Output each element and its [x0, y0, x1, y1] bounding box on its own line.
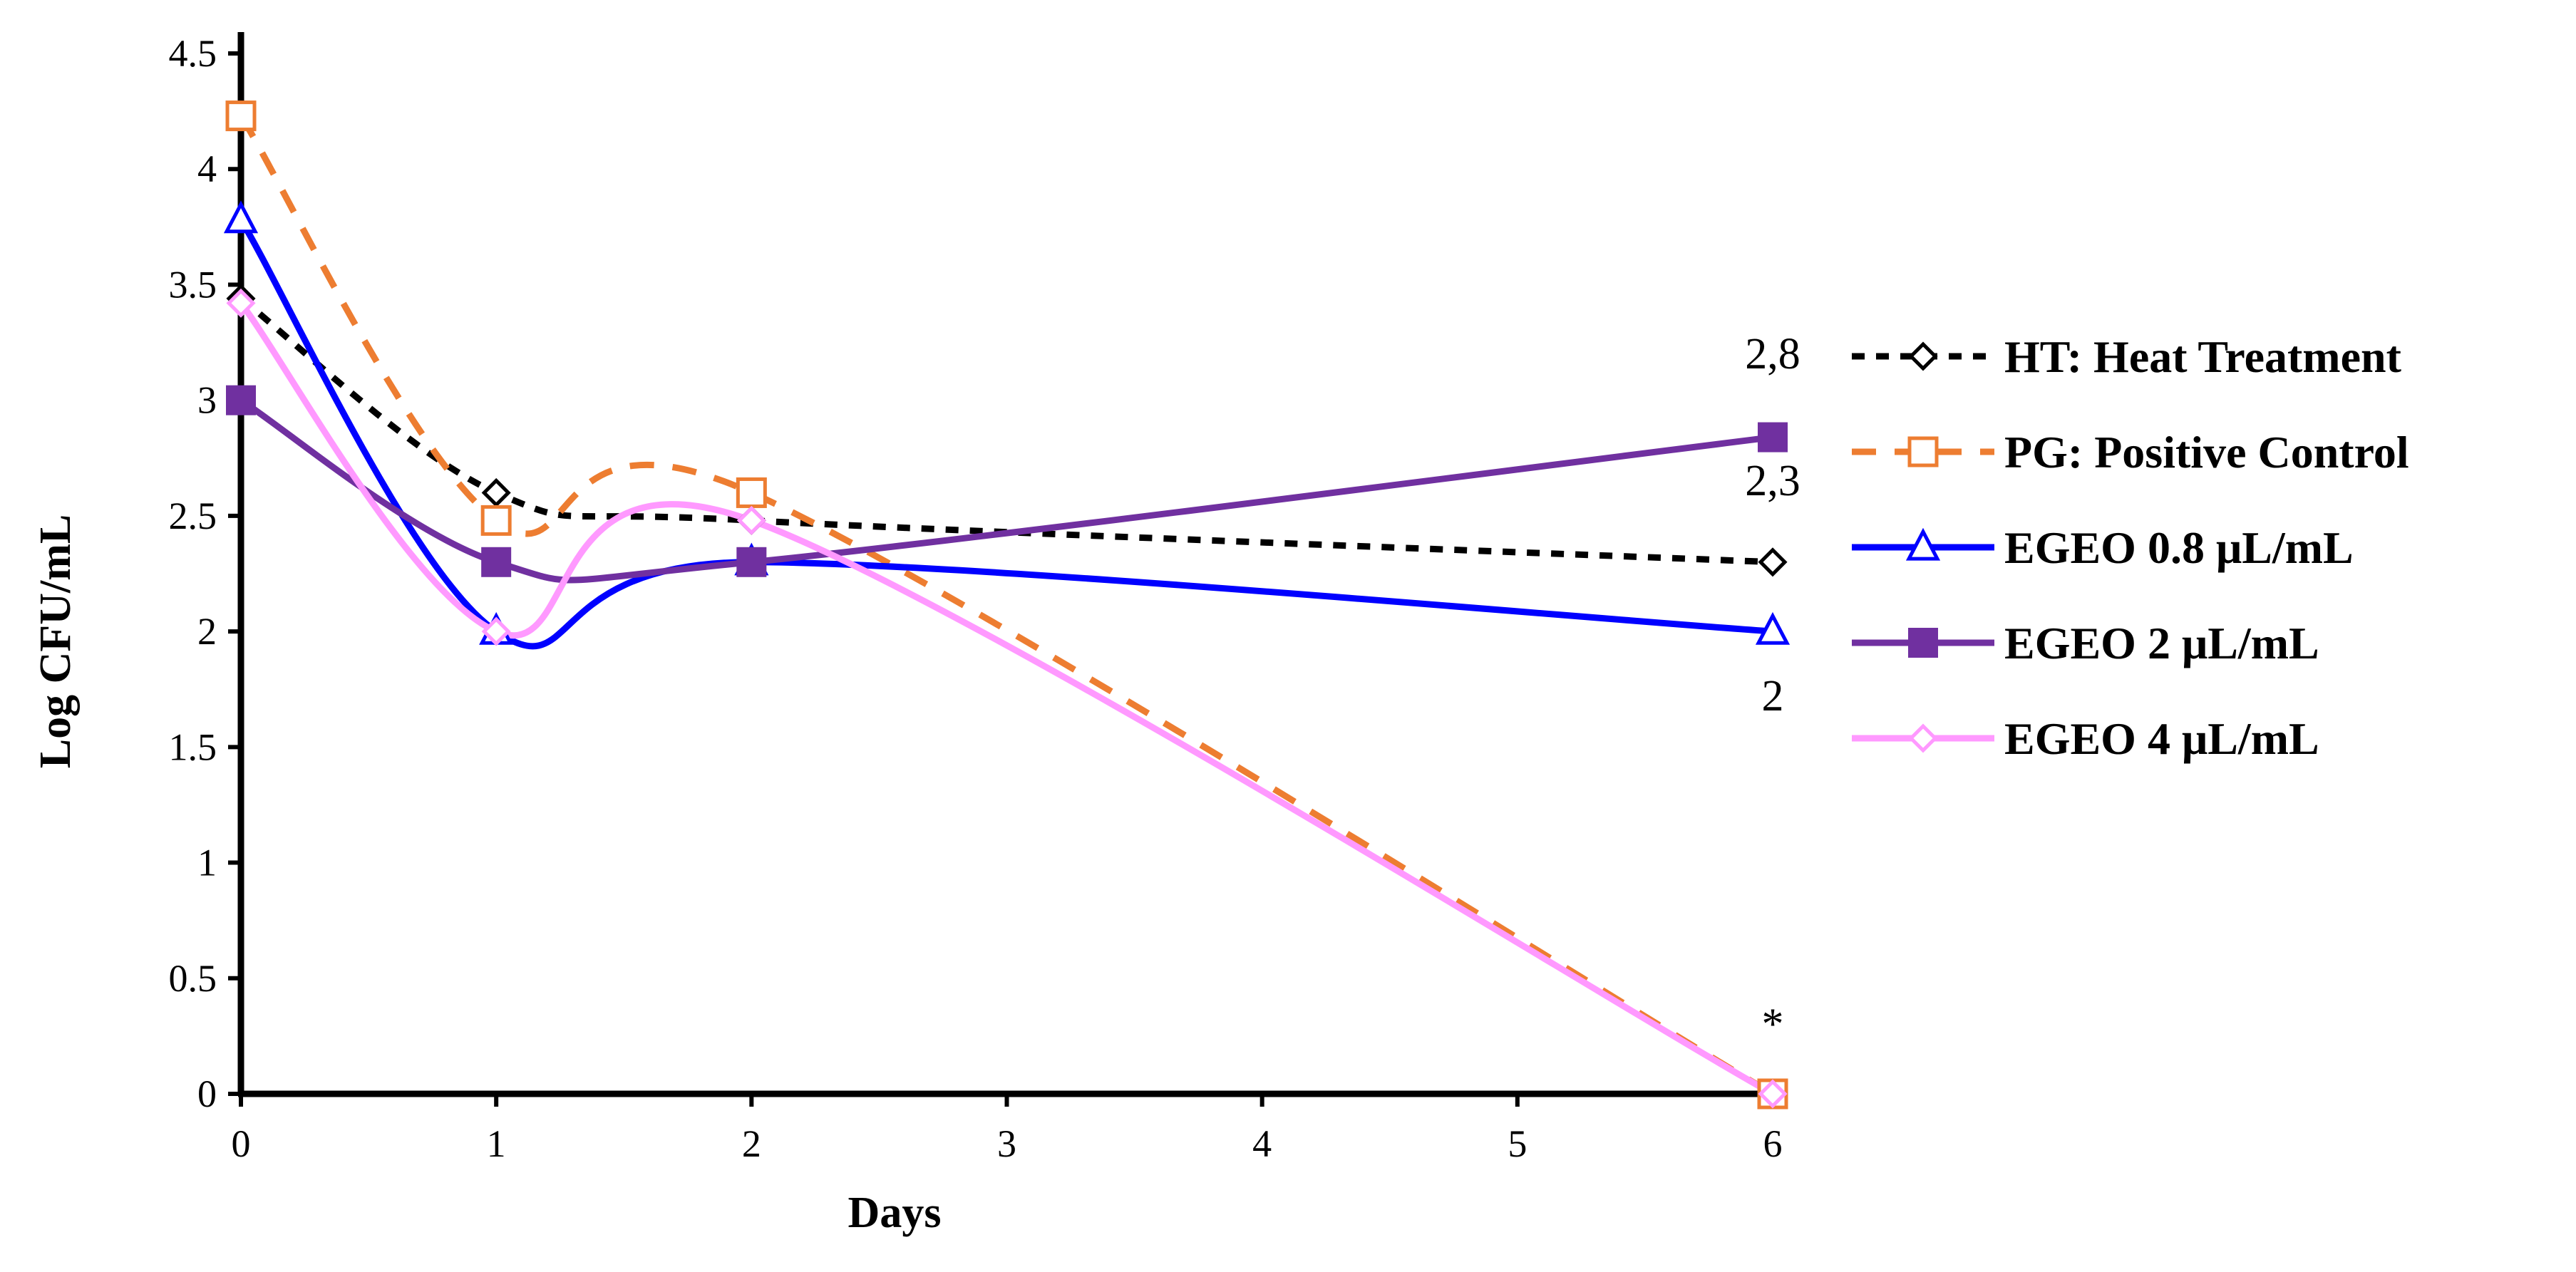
marker-legend	[1908, 723, 1938, 753]
x-tick-label: 3	[997, 1122, 1016, 1165]
legend-label: EGEO 0.8 μL/mL	[2004, 522, 2354, 573]
marker-series-5-point	[481, 616, 511, 646]
annotations: 2,8 2,3 2 *	[1745, 330, 1800, 1049]
y-tick-label: 1.5	[169, 725, 217, 768]
legend-item: EGEO 4 μL/mL	[1852, 713, 2319, 764]
x-tick-label: 4	[1252, 1122, 1272, 1165]
y-axis-title: Log CFU/mL	[31, 515, 80, 769]
marker-legend	[1908, 628, 1938, 658]
x-tick-label: 6	[1763, 1122, 1783, 1165]
marker-series-4-point	[226, 385, 256, 415]
legend-item: EGEO 0.8 μL/mL	[1852, 522, 2354, 573]
x-tick-label: 0	[232, 1122, 251, 1165]
marker-series-3-point	[223, 200, 259, 234]
marker-series-2-point	[225, 100, 257, 132]
marker-series-5-point	[736, 505, 766, 535]
legend: HT: Heat Treatment PG: Positive Control EG…	[1852, 331, 2409, 764]
series-markers	[223, 100, 1791, 1110]
y-axis-ticks: 0 0.5 1 1.5 2 2.5 3 3.5 4 4.5	[169, 32, 241, 1115]
y-tick-label: 2.5	[169, 495, 217, 537]
marker-series-4-point	[481, 547, 512, 577]
annotation-label: 2	[1762, 672, 1784, 720]
x-tick-label: 1	[487, 1122, 506, 1165]
series-line-5	[237, 299, 1776, 1097]
marker-series-5-point	[1758, 1079, 1788, 1109]
legend-label: HT: Heat Treatment	[2004, 331, 2402, 382]
marker-series-1-point	[1758, 547, 1788, 577]
legend-label: EGEO 2 μL/mL	[2004, 618, 2319, 668]
marker-series-2-point	[736, 477, 767, 508]
y-tick-label: 4	[197, 148, 217, 190]
y-tick-label: 3.5	[169, 263, 217, 306]
y-tick-label: 1	[197, 842, 217, 884]
marker-series-4-point	[736, 547, 767, 577]
series-line-2	[238, 114, 1775, 1097]
x-axis-ticks: 0 1 2 3 4 5 6	[232, 1094, 1783, 1165]
series-line-4	[237, 397, 1776, 584]
x-tick-label: 2	[742, 1122, 761, 1165]
legend-label: PG: Positive Control	[2004, 427, 2409, 477]
marker-legend	[1908, 341, 1938, 371]
x-tick-label: 5	[1508, 1122, 1527, 1165]
legend-label: EGEO 4 μL/mL	[2004, 713, 2319, 764]
marker-series-5-point	[226, 288, 256, 318]
annotation-label: *	[1762, 1000, 1784, 1049]
x-axis-title: Days	[848, 1189, 942, 1237]
legend-item: PG: Positive Control	[1852, 427, 2409, 477]
marker-series-1-point	[481, 477, 511, 507]
marker-series-4-point	[1758, 422, 1788, 453]
marker-legend	[1907, 436, 1939, 467]
marker-series-2-point	[480, 505, 512, 536]
plot-area: 0 0.5 1 1.5 2 2.5 3 3.5 4 4.5 0 1 2 3 4 5 6 2,8 2,3 2 *	[169, 32, 1800, 1165]
marker-legend	[1905, 527, 1941, 561]
annotation-label: 2,3	[1745, 457, 1800, 505]
legend-item: EGEO 2 μL/mL	[1852, 618, 2319, 668]
y-tick-label: 2	[197, 610, 217, 653]
series-line-3	[237, 217, 1776, 650]
y-tick-label: 0.5	[169, 957, 217, 1000]
legend-item: HT: Heat Treatment	[1852, 331, 2402, 382]
series-lines	[237, 114, 1776, 1097]
y-tick-label: 4.5	[169, 32, 217, 75]
annotation-label: 2,8	[1745, 330, 1800, 378]
y-tick-label: 0	[197, 1072, 217, 1115]
series-line-1	[239, 296, 1773, 566]
marker-series-3-point	[1755, 611, 1791, 645]
y-tick-label: 3	[197, 379, 217, 422]
